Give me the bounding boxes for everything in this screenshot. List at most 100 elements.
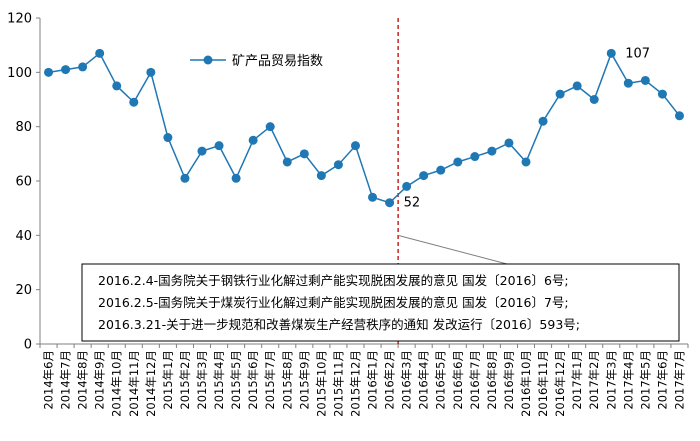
data-point [299, 149, 309, 159]
x-tick-label: 2016年11月 [536, 350, 550, 417]
data-point [265, 122, 275, 132]
x-tick-label: 2016年9月 [502, 350, 516, 410]
annotation-box [81, 263, 680, 342]
x-tick-label: 2016年3月 [400, 350, 414, 410]
data-point [487, 146, 497, 156]
y-tick-label: 80 [15, 120, 32, 135]
x-tick-label: 2016年7月 [468, 350, 482, 410]
data-point [589, 95, 599, 104]
y-tick-label: 20 [15, 283, 32, 298]
x-tick-label: 2016年4月 [417, 350, 431, 410]
x-tick-label: 2017年7月 [672, 350, 686, 410]
data-point [316, 171, 326, 181]
x-tick-label: 2016年6月 [451, 350, 465, 410]
x-tick-label: 2017年2月 [587, 350, 601, 410]
annotation-line-3: 2016.3.21-关于进一步规范和改善煤炭生产经营秩序的通知 发改运行〔201… [98, 317, 580, 332]
x-tick-label: 2014年12月 [144, 350, 158, 417]
x-tick-label: 2015年10月 [314, 350, 328, 417]
data-point [61, 65, 71, 75]
x-tick-label: 2015年5月 [229, 350, 243, 410]
x-tick-label: 2014年7月 [59, 350, 73, 410]
x-tick-label: 2017年4月 [621, 350, 635, 410]
policy-annotation: 2016.2.4-国务院关于钢铁行业化解过剩产能实现脱困发展的意见 国发〔201… [81, 234, 680, 342]
data-point [504, 138, 514, 148]
data-point [44, 67, 54, 77]
data-point [282, 157, 292, 167]
data-point [129, 97, 139, 107]
data-point [572, 81, 582, 91]
x-tick-label: 2014年10月 [110, 350, 124, 417]
data-label: 107 [625, 46, 650, 61]
x-tick-label: 2016年8月 [485, 350, 499, 410]
legend-label: 矿产品贸易指数 [232, 54, 323, 69]
data-point [436, 165, 446, 175]
data-point [163, 133, 173, 143]
data-point [402, 181, 412, 191]
annotation-line-1: 2016.2.4-国务院关于钢铁行业化解过剩产能实现脱困发展的意见 国发〔201… [98, 273, 569, 288]
x-tick-label: 2014年9月 [93, 350, 107, 410]
data-point [385, 198, 395, 208]
x-tick-label: 2016年5月 [434, 350, 448, 410]
x-tick-label: 2014年11月 [127, 350, 141, 417]
data-point [231, 173, 241, 183]
x-tick-label: 2016年12月 [553, 350, 567, 417]
series-area [44, 48, 684, 208]
data-point [419, 171, 429, 181]
data-point [146, 67, 156, 77]
data-point [248, 135, 258, 145]
data-point [640, 75, 650, 85]
x-tick-label: 2017年5月 [638, 350, 652, 410]
legend-marker [203, 55, 213, 65]
x-tick-label: 2014年8月 [76, 350, 90, 410]
x-tick-label: 2015年8月 [280, 350, 294, 410]
annotation-pointer [397, 234, 508, 265]
data-labels: 52 107 [404, 46, 651, 210]
x-axis-ticks: 2014年6月 2014年7月 2014年8月 2014年9月 2014年10月 2014… [39, 344, 689, 417]
data-point [623, 78, 633, 88]
x-tick-label: 2014年6月 [42, 350, 56, 410]
x-tick-label: 2017年3月 [604, 350, 618, 410]
data-point [180, 173, 190, 183]
x-tick-label: 2016年2月 [383, 350, 397, 410]
x-tick-label: 2015年2月 [178, 350, 192, 410]
data-point [521, 157, 531, 167]
data-point [78, 62, 88, 72]
data-point [350, 141, 360, 151]
x-tick-label: 2015年6月 [246, 350, 260, 410]
x-tick-label: 2015年11月 [331, 350, 345, 417]
y-tick-label: 100 [7, 66, 32, 81]
x-tick-label: 2015年4月 [212, 350, 226, 410]
annotation-line-2: 2016.2.5-国务院关于煤炭行业化解过剩产能实现脱困发展的意见 国发〔201… [98, 295, 569, 310]
x-tick-label: 2017年6月 [655, 350, 669, 410]
x-tick-label: 2015年12月 [348, 350, 362, 417]
data-point [606, 48, 616, 58]
y-tick-label: 0 [24, 338, 32, 353]
data-point [95, 48, 105, 58]
data-point [657, 89, 667, 99]
x-tick-label: 2016年1月 [366, 350, 380, 410]
data-point [112, 81, 122, 91]
data-point [470, 152, 480, 162]
data-point [538, 116, 548, 126]
x-tick-label: 2015年7月 [263, 350, 277, 410]
y-tick-label: 60 [15, 175, 32, 190]
x-tick-label: 2015年3月 [195, 350, 209, 410]
legend: 矿产品贸易指数 [190, 54, 323, 69]
data-point [368, 192, 378, 202]
data-label: 52 [404, 196, 421, 211]
x-tick-label: 2017年1月 [570, 350, 584, 410]
y-axis-ticks: 0 20 40 60 80 100 120 [7, 12, 40, 353]
x-tick-label: 2016年10月 [519, 350, 533, 417]
x-tick-label: 2015年1月 [161, 350, 175, 410]
y-tick-label: 40 [15, 229, 32, 244]
series-line [48, 51, 681, 204]
data-point [674, 111, 684, 121]
data-point [214, 141, 224, 151]
x-tick-label: 2015年9月 [297, 350, 311, 410]
y-tick-label: 120 [7, 12, 32, 27]
data-point [197, 146, 207, 156]
data-point [333, 160, 343, 170]
data-point [453, 157, 463, 167]
data-point [555, 89, 565, 99]
